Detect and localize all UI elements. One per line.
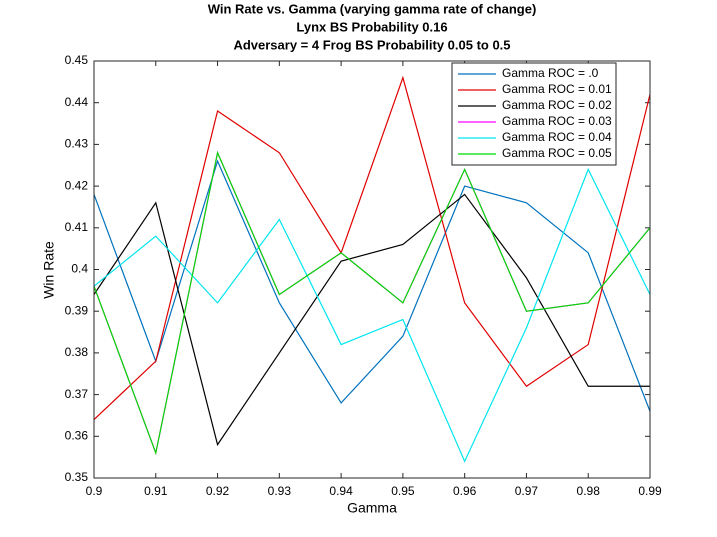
y-axis-label: Win Rate (41, 241, 57, 299)
y-tick-label: 0.37 (65, 387, 89, 401)
x-axis-label: Gamma (347, 500, 397, 516)
series-line (93, 167, 651, 463)
legend-label: Gamma ROC = 0.04 (502, 130, 612, 144)
x-tick-label: 0.97 (515, 484, 539, 498)
y-tick-label: 0.35 (65, 470, 89, 484)
series-line (93, 159, 651, 412)
x-tick-label: 0.9 (86, 484, 103, 498)
x-tick-label: 0.94 (329, 484, 353, 498)
axes-box (93, 60, 651, 479)
x-tick-label: 0.92 (206, 484, 230, 498)
y-tick-label: 0.38 (65, 345, 89, 359)
y-tick-label: 0.42 (65, 178, 89, 192)
y-tick-label: 0.39 (65, 303, 89, 317)
legend-box (451, 62, 617, 166)
y-tick-label: 0.45 (65, 53, 89, 67)
x-tick-label: 0.95 (391, 484, 415, 498)
chart-subtitle: Adversary = 4 Frog BS Probability 0.05 t… (233, 37, 510, 52)
legend-label: Gamma ROC = 0.05 (502, 146, 612, 160)
chart-subtitle: Lynx BS Probability 0.16 (296, 19, 447, 34)
y-tick-label: 0.44 (65, 95, 89, 109)
x-tick-label: 0.99 (638, 484, 662, 498)
series-line (93, 150, 651, 456)
y-tick-label: 0.41 (65, 220, 89, 234)
x-tick-label: 0.93 (268, 484, 292, 498)
y-tick-label: 0.43 (65, 137, 89, 151)
series-line (93, 193, 650, 447)
y-tick-label: 0.4 (71, 262, 88, 276)
x-tick-label: 0.91 (144, 484, 168, 498)
chart-title: Win Rate vs. Gamma (varying gamma rate o… (208, 1, 537, 16)
legend-label: Gamma ROC = 0.01 (502, 82, 612, 96)
legend-label: Gamma ROC = 0.02 (502, 98, 612, 112)
x-tick-label: 0.98 (577, 484, 601, 498)
legend-label: Gamma ROC = .0 (502, 66, 599, 80)
series-line (93, 75, 651, 421)
y-tick-label: 0.36 (65, 428, 89, 442)
x-tick-label: 0.96 (453, 484, 477, 498)
legend-label: Gamma ROC = 0.03 (502, 114, 612, 128)
